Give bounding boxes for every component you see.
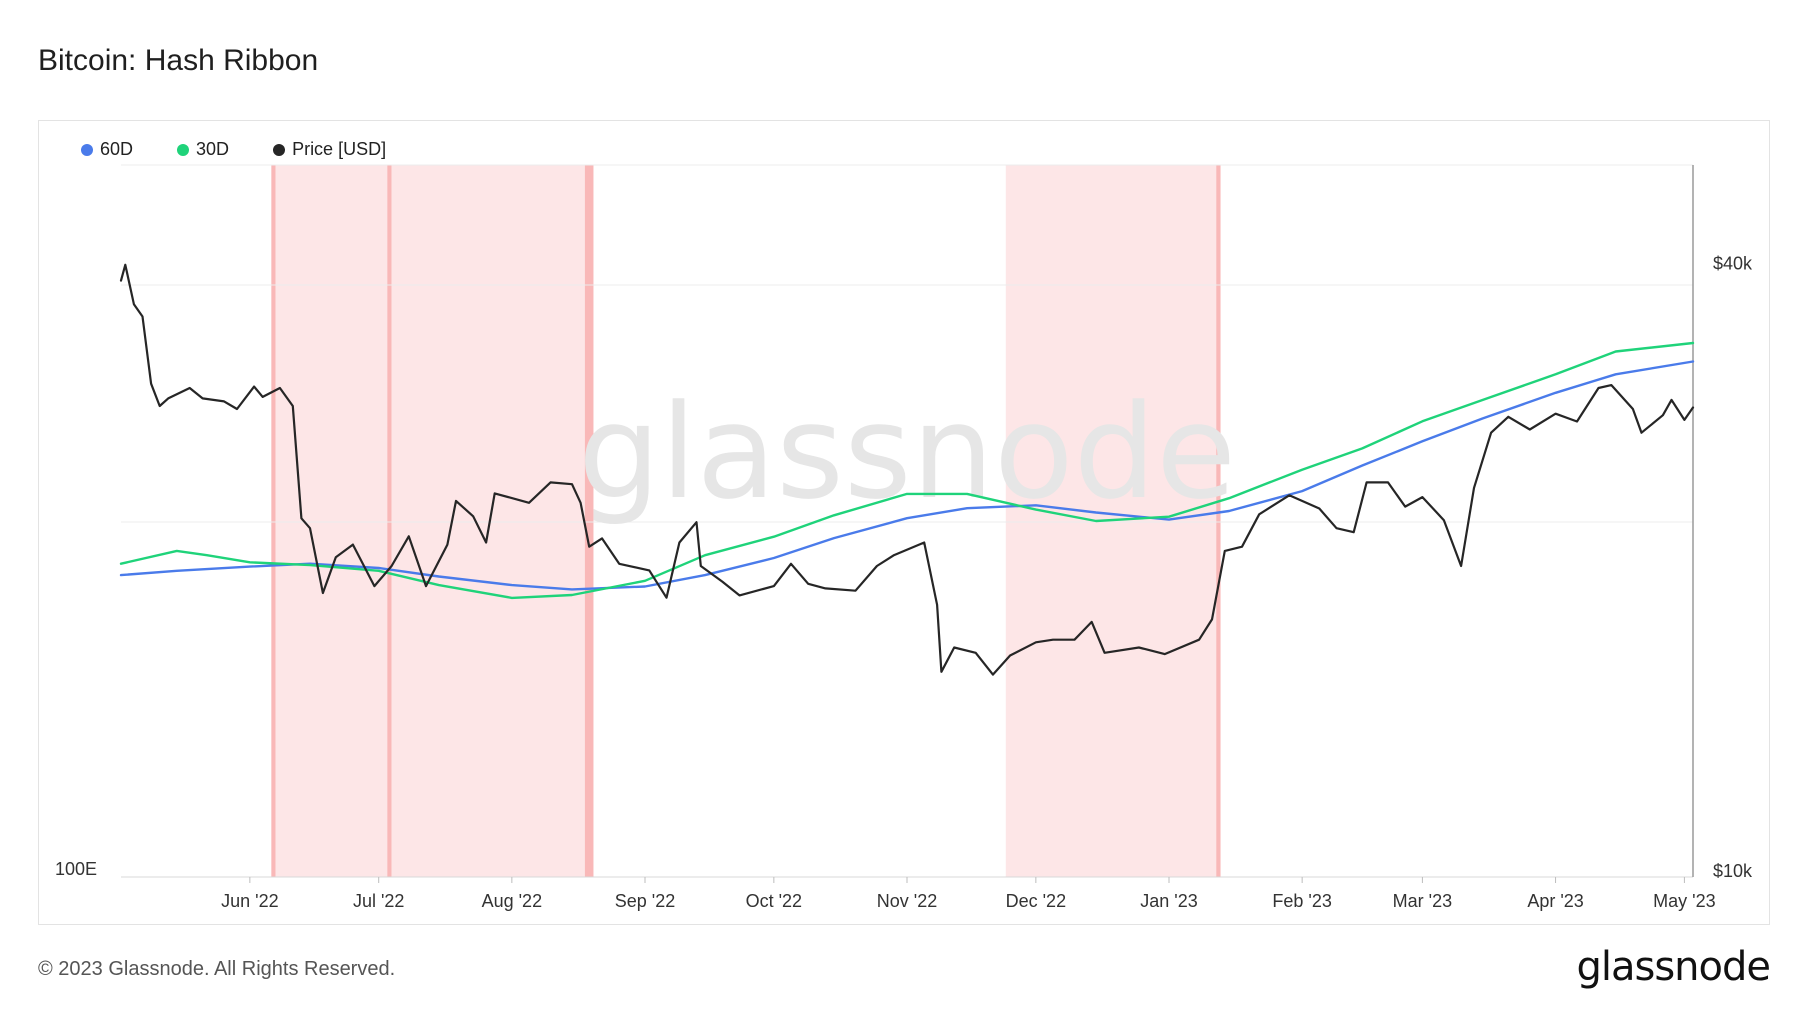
capitulation-band-3: [391, 165, 585, 877]
x-tick-label-5: Nov '22: [877, 891, 937, 911]
legend-item-price[interactable]: Price [USD]: [273, 139, 386, 160]
series-line-60d: [119, 360, 1695, 591]
capitulation-band-1: [275, 165, 388, 877]
watermark-text: glassnode: [578, 376, 1236, 528]
x-tick-label-6: Dec '22: [1006, 891, 1066, 911]
legend-label-60d: 60D: [100, 139, 134, 159]
x-tick-label-4: Oct '22: [746, 891, 802, 911]
hash-ribbon-chart[interactable]: glassnode Jun '22 Jul '22 Aug '22 Sep '22 Oct…: [39, 121, 1769, 924]
copyright-text: © 2023 Glassnode. All Rights Reserved.: [38, 958, 396, 980]
x-tick-label-1: Jul '22: [353, 891, 404, 911]
legend-dot-30d: [177, 143, 190, 156]
capitulation-band-4: [584, 165, 594, 877]
x-tick-label-0: Jun '22: [221, 891, 278, 911]
x-tick-label-7: Jan '23: [1140, 891, 1197, 911]
legend-item-60d[interactable]: 60D: [81, 139, 133, 160]
chart-panel: 60D 30D Price [USD] glassnode Jun '22 Jul …: [38, 120, 1770, 925]
x-tick-label-11: May '23: [1653, 891, 1715, 911]
capitulation-band-2: [387, 165, 392, 877]
x-tick-label-8: Feb '23: [1272, 891, 1331, 911]
glassnode-logo[interactable]: glassnode: [1576, 944, 1771, 990]
y-left-bottom-label: 100E: [55, 859, 97, 879]
legend-item-30d[interactable]: 30D: [177, 139, 229, 160]
x-tick-label-9: Mar '23: [1393, 891, 1452, 911]
legend-dot-60d: [81, 143, 93, 156]
y-right-tick-label-0: $10k: [1713, 861, 1753, 881]
chart-legend: 60D 30D Price [USD]: [81, 139, 386, 160]
capitulation-band-6: [1216, 165, 1221, 877]
chart-title: Bitcoin: Hash Ribbon: [38, 44, 319, 77]
x-tick-label-3: Sep '22: [615, 891, 676, 911]
series-line-30d: [119, 341, 1695, 600]
x-tick-label-10: Apr '23: [1527, 891, 1583, 911]
y-right-tick-label-1: $40k: [1713, 254, 1753, 274]
series-line-price-usd: [119, 263, 1695, 676]
legend-label-price: Price [USD]: [292, 139, 387, 159]
legend-label-30d: 30D: [196, 139, 230, 159]
capitulation-band-0: [271, 165, 276, 877]
legend-dot-price: [273, 143, 286, 156]
x-tick-label-2: Aug '22: [482, 891, 543, 911]
